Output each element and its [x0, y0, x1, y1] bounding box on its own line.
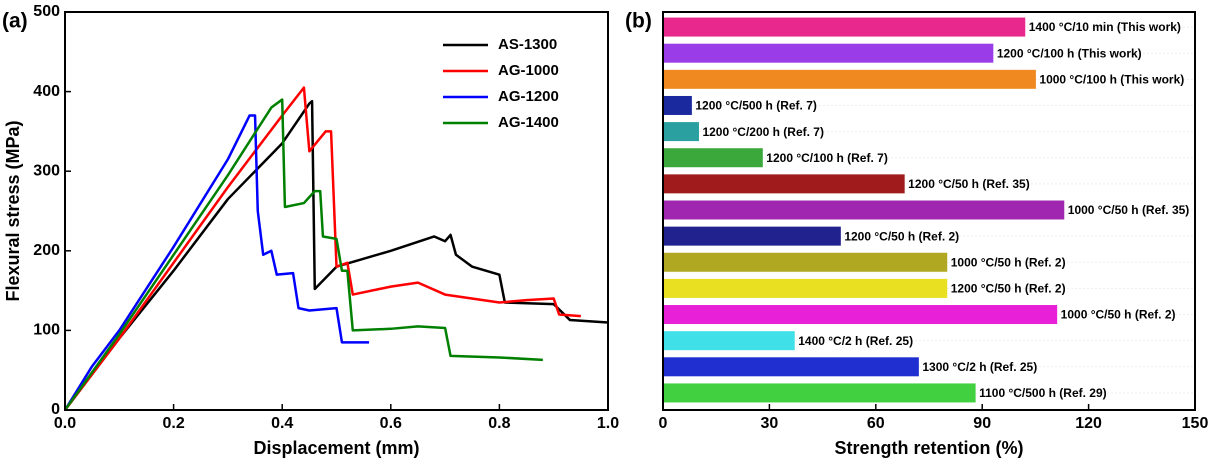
bar-label: 1000 °C/50 h (Ref. 35) — [1068, 203, 1190, 217]
bar — [662, 357, 919, 377]
x-tick-label: 0.0 — [54, 415, 76, 432]
bar — [662, 95, 692, 115]
y-tick-label: 400 — [33, 83, 60, 100]
bar-label: 1200 °C/100 h (Ref. 7) — [766, 151, 888, 165]
bar — [662, 383, 976, 403]
x-tick-label: 90 — [973, 415, 991, 432]
data-line — [63, 98, 543, 411]
bar-label: 1200 °C/100 h (This work) — [997, 46, 1142, 60]
bar-label: 1200 °C/200 h (Ref. 7) — [702, 125, 824, 139]
bar-label: 1300 °C/2 h (Ref. 25) — [922, 360, 1037, 374]
bar — [662, 252, 948, 272]
plot-frame — [64, 11, 609, 411]
x-tick-label: 0.8 — [488, 415, 510, 432]
data-line — [64, 86, 581, 411]
x-tick-label: 1.0 — [597, 415, 619, 432]
x-axis-title: Strength retention (%) — [835, 438, 1024, 458]
x-tick-label: 0 — [659, 415, 668, 432]
bar-label: 1200 °C/50 h (Ref. 2) — [951, 282, 1066, 296]
bar-label: 1400 °C/10 min (This work) — [1029, 20, 1181, 34]
x-tick-label: 150 — [1182, 415, 1209, 432]
bar — [662, 278, 948, 298]
bar — [662, 122, 699, 142]
x-tick-label: 120 — [1075, 415, 1102, 432]
bar-label: 1200 °C/500 h (Ref. 7) — [695, 99, 817, 113]
bar-label: 1000 °C/100 h (This work) — [1039, 73, 1184, 87]
y-tick-label: 0 — [51, 401, 60, 418]
bar — [662, 174, 905, 194]
x-axis-title: Displacement (mm) — [253, 438, 419, 458]
bar-label: 1000 °C/50 h (Ref. 2) — [951, 255, 1066, 269]
legend-label: AG-1000 — [498, 62, 559, 79]
bar-label: 1100 °C/500 h (Ref. 29) — [979, 386, 1107, 400]
data-line — [64, 99, 609, 411]
bar — [662, 17, 1026, 37]
x-tick-label: 0.6 — [380, 415, 402, 432]
panel-label: (a) — [2, 10, 28, 33]
legend-label: AG-1400 — [498, 114, 559, 131]
bar — [662, 43, 994, 63]
bar — [662, 226, 841, 246]
legend-label: AG-1200 — [498, 88, 559, 105]
bar — [662, 69, 1036, 89]
plot-frame — [662, 11, 1196, 411]
bar-label: 1200 °C/50 h (Ref. 35) — [908, 177, 1030, 191]
y-axis-title: Flexural stress (MPa) — [3, 120, 23, 301]
x-tick-label: 0.2 — [162, 415, 184, 432]
panel-label: (b) — [625, 10, 652, 33]
bar — [662, 200, 1065, 220]
data-line — [63, 114, 370, 411]
y-tick-label: 500 — [33, 3, 60, 20]
bar — [662, 305, 1058, 325]
legend-label: AS-1300 — [498, 36, 557, 53]
x-tick-label: 60 — [867, 415, 885, 432]
bar — [662, 331, 795, 351]
bar-label: 1200 °C/50 h (Ref. 2) — [844, 229, 959, 243]
x-tick-label: 30 — [761, 415, 779, 432]
bar — [662, 148, 763, 168]
y-tick-label: 100 — [33, 322, 60, 339]
bar-label: 1000 °C/50 h (Ref. 2) — [1061, 308, 1176, 322]
bar-label: 1400 °C/2 h (Ref. 25) — [798, 334, 913, 348]
y-tick-label: 300 — [33, 162, 60, 179]
y-tick-label: 200 — [33, 242, 60, 259]
x-tick-label: 0.4 — [271, 415, 293, 432]
